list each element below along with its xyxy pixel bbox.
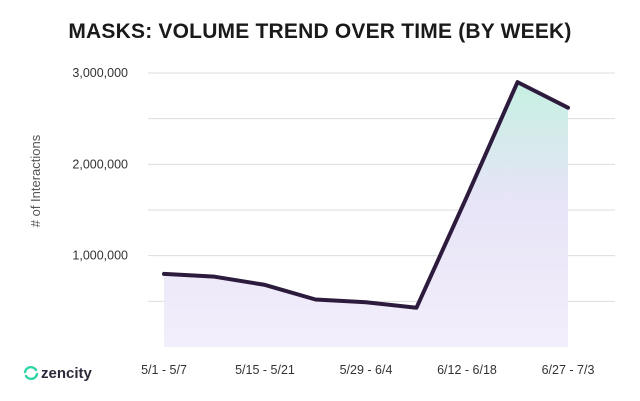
y-tick-label: 3,000,000: [72, 66, 128, 80]
x-tick-label: 6/27 - 7/3: [542, 363, 595, 377]
brand-name: zencity: [41, 365, 93, 382]
x-tick-label: 6/12 - 6/18: [437, 363, 497, 377]
brand-logo: zencity: [23, 365, 93, 382]
zencity-logo-icon: [23, 365, 39, 381]
chart-title: MASKS: VOLUME TREND OVER TIME (BY WEEK): [68, 20, 571, 43]
area-layer: [162, 80, 570, 347]
y-axis-ticks: 1,000,000 2,000,000 3,000,000: [72, 66, 128, 263]
x-tick-label: 5/29 - 6/4: [340, 363, 393, 377]
y-tick-label: 2,000,000: [72, 157, 128, 171]
area-fill: [164, 82, 568, 347]
x-tick-label: 5/15 - 5/21: [235, 363, 295, 377]
x-tick-label: 5/1 - 5/7: [141, 363, 187, 377]
y-axis-label: # of Interactions: [28, 134, 43, 227]
y-tick-label: 1,000,000: [72, 249, 128, 263]
x-axis-ticks: 5/1 - 5/7 5/15 - 5/21 5/29 - 6/4 6/12 - 6/1…: [141, 363, 594, 377]
